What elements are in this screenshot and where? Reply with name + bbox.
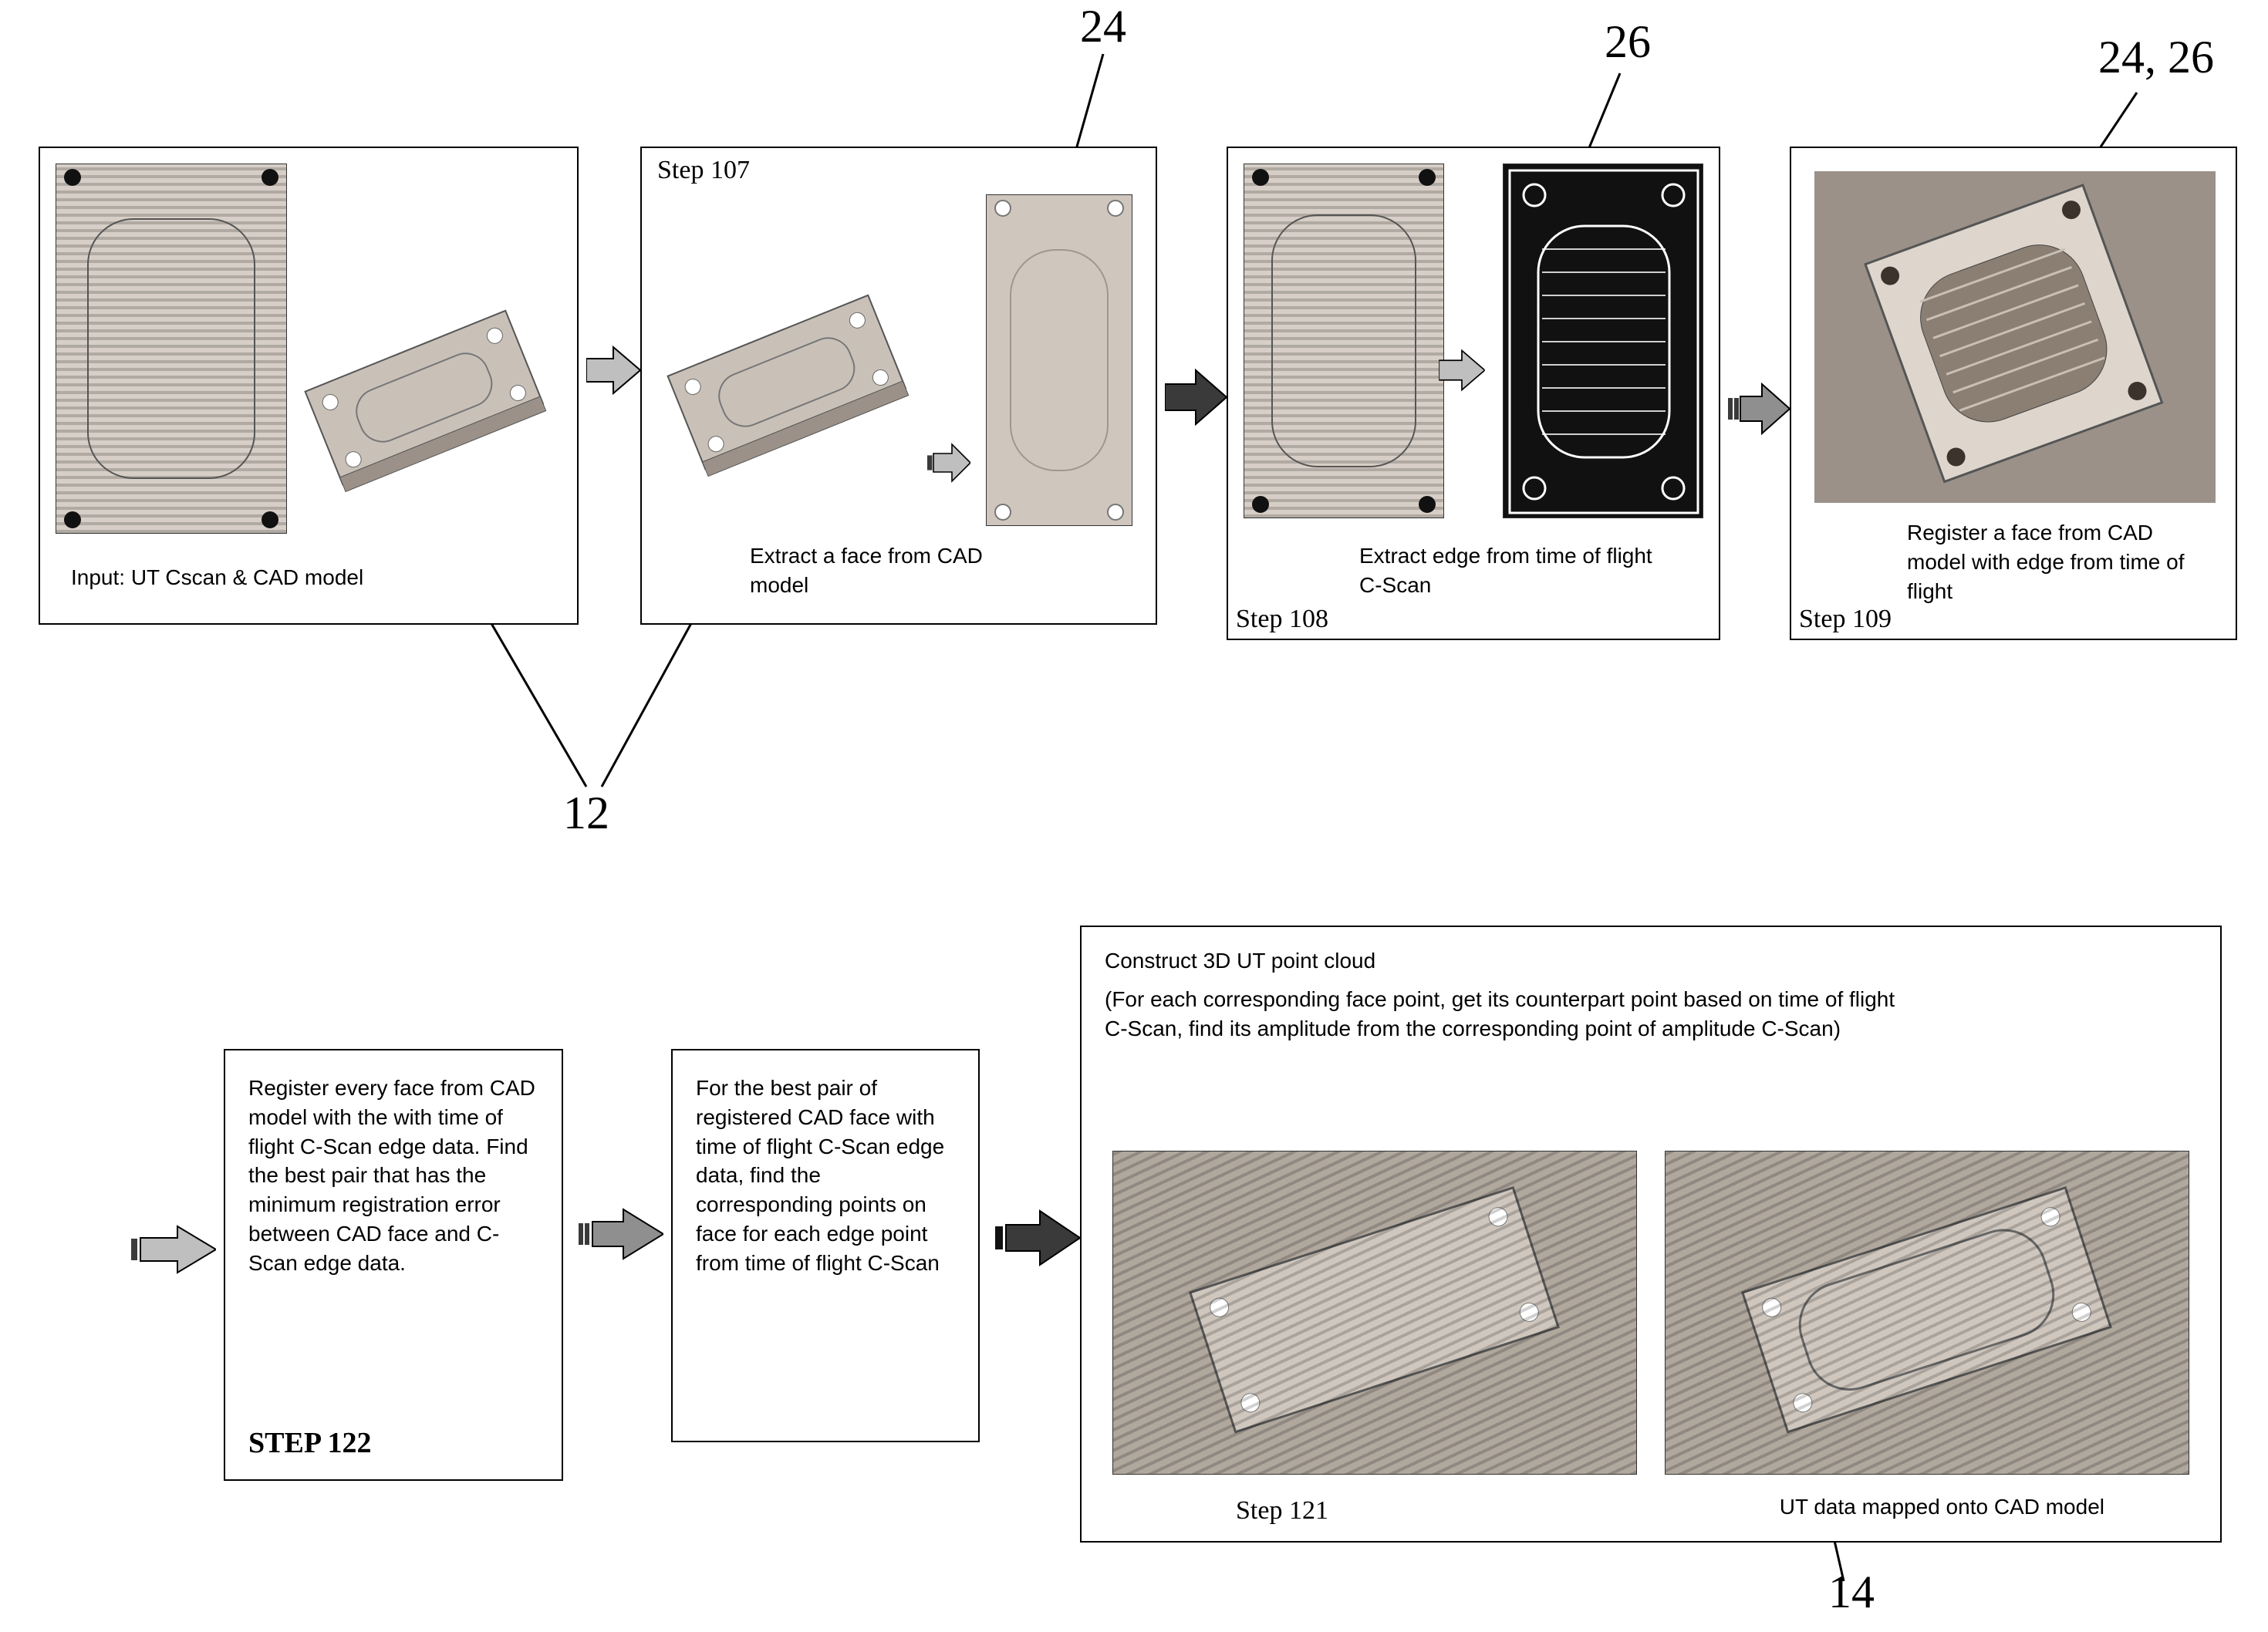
label-step-107: Step 107: [657, 156, 750, 185]
image-cad-model: [287, 279, 557, 526]
callout-26: 26: [1605, 15, 1651, 69]
arrow-icon: [131, 1219, 216, 1280]
callout-12: 12: [563, 787, 609, 840]
caption-step-108: Extract edge from time of flight C-Scan: [1359, 541, 1652, 600]
arrow-icon: [927, 438, 970, 487]
image-extracted-face: [986, 194, 1132, 526]
label-step-108: Step 108: [1236, 605, 1328, 634]
title-step-121: Construct 3D UT point cloud: [1105, 946, 2197, 976]
caption-step-109: Register a face from CAD model with edge…: [1907, 518, 2216, 605]
caption-step-107: Extract a face from CAD model: [750, 541, 997, 600]
callout-24: 24: [1080, 0, 1126, 53]
arrow-icon: [1165, 362, 1227, 432]
box-step-122: Register every face from CAD model with …: [224, 1049, 563, 1481]
box-step-107: Step 107 Extract a face from CAD model: [640, 147, 1157, 625]
image-cad-model-2: [650, 264, 920, 511]
paren-step-121: (For each corresponding face point, get …: [1105, 985, 1915, 1044]
arrow-icon: [586, 339, 640, 401]
box-best-pair: For the best pair of registered CAD face…: [671, 1049, 980, 1442]
text-best-pair: For the best pair of registered CAD face…: [696, 1074, 955, 1278]
arrow-icon: [1728, 378, 1790, 440]
box-step-121: Construct 3D UT point cloud (For each co…: [1080, 926, 2222, 1543]
arrow-icon: [579, 1203, 663, 1265]
image-ut-mapped: [1665, 1151, 2189, 1475]
label-step-122: STEP 122: [248, 1426, 371, 1460]
arrow-icon: [1439, 344, 1485, 396]
image-3d-pointcloud: [1112, 1151, 1637, 1475]
box-step-109: Register a face from CAD model with edge…: [1790, 147, 2237, 640]
text-step-122: Register every face from CAD model with …: [248, 1074, 538, 1278]
caption-ut-mapped: UT data mapped onto CAD model: [1780, 1492, 2104, 1522]
callout-24-26: 24, 26: [2098, 31, 2214, 84]
callout-14: 14: [1828, 1566, 1875, 1619]
image-ut-cscan-2: [1244, 164, 1444, 518]
box-input: Input: UT Cscan & CAD model: [39, 147, 579, 625]
arrow-icon: [995, 1203, 1080, 1273]
image-registered: [1814, 171, 2216, 503]
image-ut-cscan: [56, 164, 287, 534]
label-step-109: Step 109: [1799, 605, 1892, 634]
caption-input: Input: UT Cscan & CAD model: [71, 563, 395, 592]
image-edge-cscan: [1503, 164, 1703, 518]
label-step-121: Step 121: [1236, 1496, 1328, 1526]
